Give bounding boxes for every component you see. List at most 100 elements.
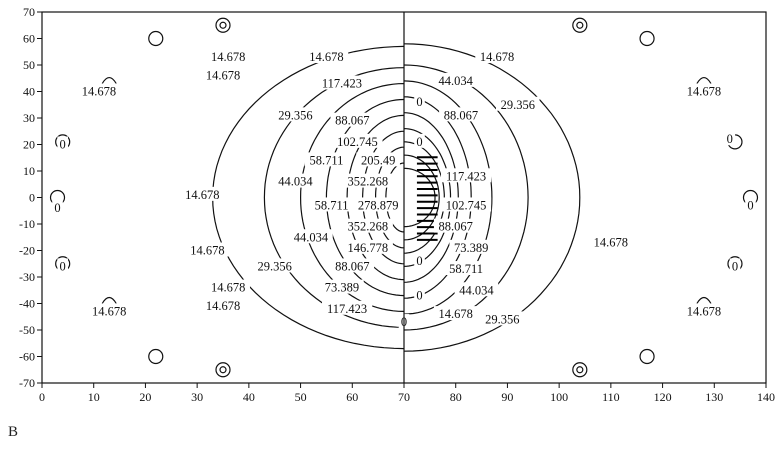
panel-label: B [8,424,19,440]
contour-label-bg [304,152,349,167]
contour-label-bg [342,239,393,254]
contour-label-bg [414,253,425,268]
contour-label: 14.678 [594,236,628,250]
contour-bump [696,76,712,84]
x-tick-label: 20 [139,390,151,404]
contour-line [403,141,445,254]
contour-label: 14.678 [480,50,514,64]
zero-loop [572,17,588,33]
contour-label-bg [57,258,68,273]
contour-label: 73.389 [454,241,488,255]
x-tick-label: 130 [705,390,723,404]
contour-label: 14.678 [687,85,721,99]
contour-label: 88.067 [444,108,478,122]
contour-label-bg [185,242,230,257]
x-tick-label: 110 [602,390,620,404]
contour-label-bg [356,152,400,167]
y-tick-label: 40 [23,85,35,99]
contour-label: 0 [54,201,60,215]
contour-label-bg [682,303,726,318]
contour-label: 205.49 [361,153,395,167]
contour-label-bg [87,303,132,318]
contour-label: 278.879 [358,198,399,212]
contour-label: 29.356 [278,108,312,122]
contour-label: 14.678 [185,188,219,202]
contour-label-bg [180,186,225,201]
zero-loop [639,348,655,365]
contour-label-bg [440,197,492,212]
contour-label-bg [682,83,726,98]
contour-label: 73.389 [325,281,359,295]
contour-label: 14.678 [439,307,473,321]
contour-bump [101,76,117,84]
x-tick-label: 140 [757,390,775,404]
contour-label: 117.423 [446,169,486,183]
contour-label-bg [414,287,425,302]
contour-label-bg [252,258,297,273]
y-tick-label: 20 [23,138,35,152]
y-tick-label: -10 [19,217,35,231]
y-tick-label: -70 [19,376,35,390]
x-tick-label: 60 [346,390,358,404]
x-tick-label: 90 [501,390,513,404]
contour-line [403,167,436,228]
contour-label: 44.034 [278,175,313,189]
contour-label-bg [330,112,375,127]
contour-label-bg [353,197,404,212]
contour-label-bg [414,133,425,148]
contour-line [403,43,581,352]
zero-loop-inner [576,21,584,29]
contour-label-bg [745,197,756,212]
contour-labels: 14.678 14.678 14.678 117.423 14.678 29.356 88.… [52,49,756,329]
y-tick-label: 70 [23,5,35,19]
contour-label: 58.711 [309,153,343,167]
contour-label-bg [475,49,519,64]
contour-label: 58.711 [315,198,349,212]
contour-label: 0 [416,95,422,109]
contour-label: 14.678 [82,85,116,99]
zero-loop [215,362,231,378]
contour-label: 29.356 [485,312,519,326]
contour-label: 0 [60,259,66,273]
contour-label: 0 [416,289,422,303]
contour-label-bg [589,234,633,249]
contour-label: 352.268 [347,175,388,189]
contour-label-bg [342,173,393,188]
contour-label: 29.356 [501,98,535,112]
contour-label: 14.678 [190,244,224,258]
contour-label-bg [316,75,368,90]
contour-label-bg [433,218,478,233]
contour-label-bg [57,136,68,151]
contour-label: 117.423 [327,302,367,316]
zero-loop-inner [219,366,227,374]
contour-label-bg [273,107,318,122]
contour-label: 88.067 [335,259,369,273]
contour-label-bg [289,229,333,244]
contour-label: 146.778 [347,241,388,255]
contour-label: 102.745 [446,198,487,212]
contour-label-bg [320,279,364,294]
y-tick-label: 10 [23,164,35,178]
contour-label: 29.356 [258,259,292,273]
zero-loop [639,30,655,47]
contour-label: 14.678 [211,281,245,295]
y-tick-label: -50 [19,323,35,337]
contour-label-bg [342,218,393,233]
zero-loop [148,348,164,365]
contour-label-bg [449,239,494,254]
contour-label: 14.678 [92,304,126,318]
contour-label-bg [309,197,354,212]
contour-label: 0 [747,198,753,212]
zero-loop [572,362,588,378]
contour-label: 0 [416,135,422,149]
contour-label-bg [440,168,492,183]
contour-label-bg [480,311,525,326]
zero-loop-inner [219,21,227,29]
x-tick-label: 0 [39,390,45,404]
contour-label-bg [433,72,478,87]
contour-label-bg [273,173,318,188]
contour-line [403,80,493,315]
x-tick-label: 80 [450,390,462,404]
y-tick-label: 30 [23,111,35,125]
